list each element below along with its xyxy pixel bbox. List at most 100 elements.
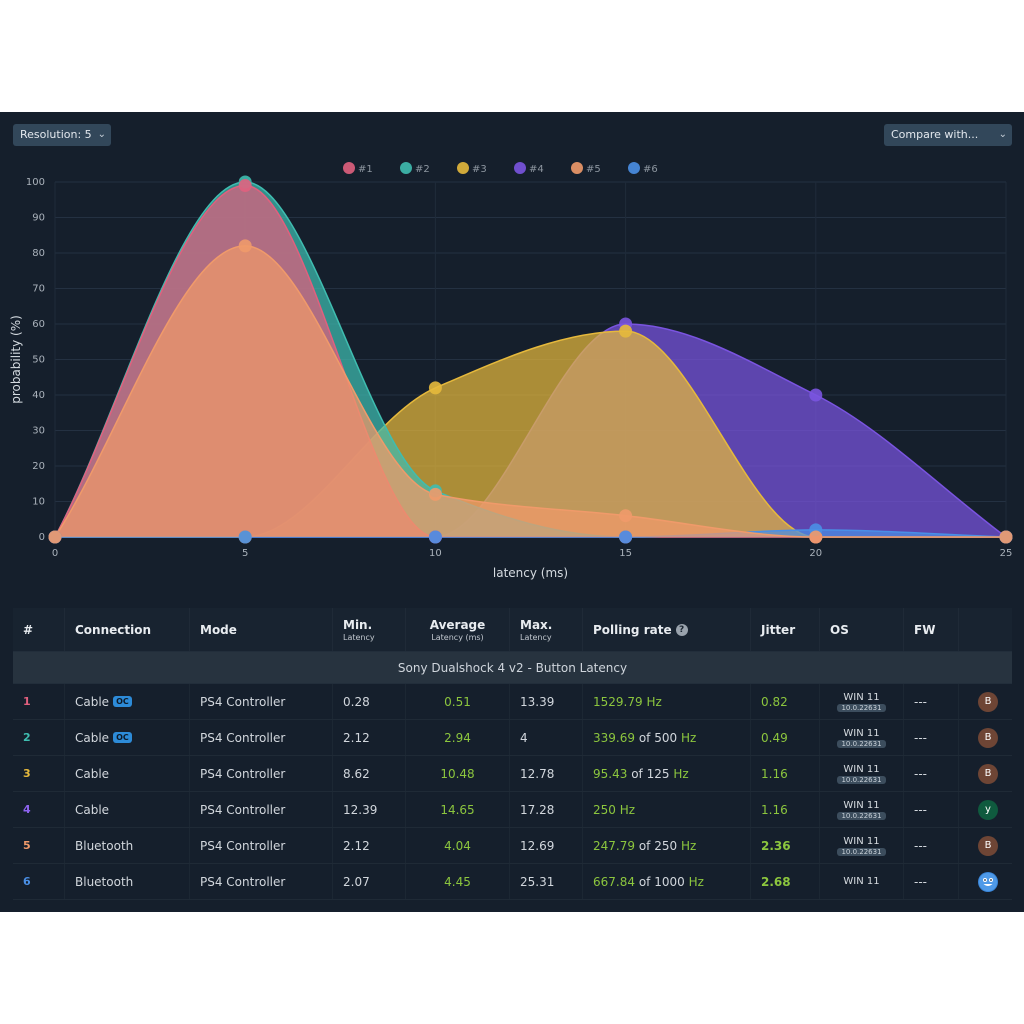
x-tick-label: 0: [52, 548, 58, 559]
cell-text: y: [985, 804, 991, 815]
y-tick-label: 50: [32, 355, 45, 366]
avatar[interactable]: B: [978, 727, 998, 748]
cell-mode: PS4 Controller: [190, 756, 333, 791]
cell-text: PS4 Controller: [200, 874, 286, 889]
header-max-latency[interactable]: Max. Latency: [510, 608, 583, 651]
table-row[interactable]: 4 Cable PS4 Controller 12.39 14.65 17.28 250 H…: [13, 792, 1012, 828]
cell-text: 2: [23, 731, 31, 744]
header-os[interactable]: OS: [820, 608, 904, 651]
cell-text: 250: [593, 802, 616, 817]
avatar[interactable]: B: [978, 763, 998, 784]
chevron-down-icon: ⌄: [998, 129, 1007, 140]
cell-user: B: [959, 684, 1012, 719]
avatar[interactable]: B: [978, 691, 998, 712]
oc-badge: OC: [113, 732, 132, 743]
avatar[interactable]: y: [978, 799, 998, 820]
header-connection[interactable]: Connection: [65, 608, 190, 651]
cell-polling-rate: 95.43 of 125 Hz: [583, 756, 751, 791]
cell-jitter: 1.16: [751, 756, 820, 791]
cell-text: 4.04: [444, 838, 471, 853]
compare-dropdown[interactable]: Compare with... ⌄: [884, 124, 1012, 146]
cell-text: WIN 11: [843, 799, 880, 811]
cell-text: of 1000: [638, 874, 685, 889]
cell-text: 1.16: [761, 802, 788, 817]
cell-text: 339.69: [593, 730, 635, 745]
header-polling-rate[interactable]: Polling rate?: [583, 608, 751, 651]
cell-os: WIN 11 10.0.22631: [820, 684, 904, 719]
avatar[interactable]: B: [978, 835, 998, 856]
cell-text: 3: [23, 767, 31, 780]
legend-label: #6: [643, 164, 658, 175]
cell-text: 0.49: [761, 730, 788, 745]
cell-text: ---: [914, 766, 927, 781]
cell-polling-rate: 667.84 of 1000 Hz: [583, 864, 751, 899]
legend-marker: [400, 162, 412, 174]
cell-text: 247.79: [593, 838, 635, 853]
cell-text: 2.94: [444, 730, 471, 745]
table-row[interactable]: 1 Cable OC PS4 Controller 0.28 0.51 13.39 1529.…: [13, 684, 1012, 720]
cell-min: 12.39: [333, 792, 406, 827]
y-tick-label: 100: [26, 177, 45, 188]
os-build-badge: 10.0.22631: [837, 847, 886, 856]
os-build-badge: 10.0.22631: [837, 811, 886, 820]
cell-index: 4: [13, 792, 65, 827]
cell-text: Hz: [688, 874, 704, 889]
cell-text: B: [984, 696, 992, 707]
table-body: 1 Cable OC PS4 Controller 0.28 0.51 13.39 1529.…: [13, 684, 1012, 900]
table-row[interactable]: 2 Cable OC PS4 Controller 2.12 2.94 4 339.69 of…: [13, 720, 1012, 756]
header-fw[interactable]: FW: [904, 608, 959, 651]
cell-min: 2.12: [333, 828, 406, 863]
y-tick-label: 80: [32, 248, 45, 259]
cell-os: WIN 11 10.0.22631: [820, 828, 904, 863]
cell-polling-rate: 339.69 of 500 Hz: [583, 720, 751, 755]
table-row[interactable]: 5 Bluetooth PS4 Controller 2.12 4.04 12.69 247…: [13, 828, 1012, 864]
header-average-latency[interactable]: Average Latency (ms): [406, 608, 510, 651]
data-point-#3: [619, 324, 633, 338]
cell-jitter: 0.49: [751, 720, 820, 755]
compare-label: Compare with...: [891, 128, 979, 141]
cell-text: 8.62: [343, 766, 370, 781]
resolution-dropdown[interactable]: Resolution: 5 ⌄: [13, 124, 111, 146]
cell-average: 2.94: [406, 720, 510, 755]
cell-text: WIN 11: [843, 835, 880, 847]
cell-text: ---: [914, 874, 927, 889]
cell-text: 0.82: [761, 694, 788, 709]
os-build-badge: 10.0.22631: [837, 739, 886, 748]
latency-chart: 0 10 20 30 40 50 60 70 80 90 100 0 5 10 15 20 25 latency …: [9, 162, 1013, 580]
header-min-latency[interactable]: Min. Latency: [333, 608, 406, 651]
cell-min: 2.07: [333, 864, 406, 899]
cell-max: 12.78: [510, 756, 583, 791]
cell-text: Cable: [75, 694, 110, 709]
cell-fw: ---: [904, 792, 959, 827]
cell-text: Hz: [680, 838, 697, 853]
cell-index: 3: [13, 756, 65, 791]
header-jitter[interactable]: Jitter: [751, 608, 820, 651]
header-mode[interactable]: Mode: [190, 608, 333, 651]
series-area-#3: [55, 331, 1006, 537]
y-tick-label: 0: [39, 532, 45, 543]
cell-text: 2.68: [761, 874, 791, 889]
legend-label: #4: [529, 164, 544, 175]
cell-text: 1529.79: [593, 694, 643, 709]
table-row[interactable]: 3 Cable PS4 Controller 8.62 10.48 12.78 95.43 …: [13, 756, 1012, 792]
data-point-#5: [238, 239, 252, 253]
cell-text: WIN 11: [843, 691, 880, 703]
cell-text: 25.31: [520, 874, 555, 889]
cell-text: 4: [520, 730, 528, 745]
cell-text: 4.45: [444, 874, 471, 889]
cell-jitter: 2.68: [751, 864, 820, 899]
help-icon[interactable]: ?: [675, 624, 688, 636]
table-row[interactable]: 6 Bluetooth PS4 Controller 2.07 4.45 25.31 667…: [13, 864, 1012, 900]
data-point-#5: [619, 509, 633, 523]
avatar[interactable]: [978, 871, 998, 892]
header-index: #: [13, 608, 65, 651]
cell-mode: PS4 Controller: [190, 684, 333, 719]
cell-text: 12.78: [520, 766, 555, 781]
cell-index: 1: [13, 684, 65, 719]
cell-average: 14.65: [406, 792, 510, 827]
table-header: # Connection Mode Min. Latency Average Lat…: [13, 608, 1012, 652]
cell-jitter: 0.82: [751, 684, 820, 719]
y-tick-label: 70: [32, 284, 45, 295]
cell-text: Bluetooth: [75, 838, 134, 853]
cell-average: 10.48: [406, 756, 510, 791]
